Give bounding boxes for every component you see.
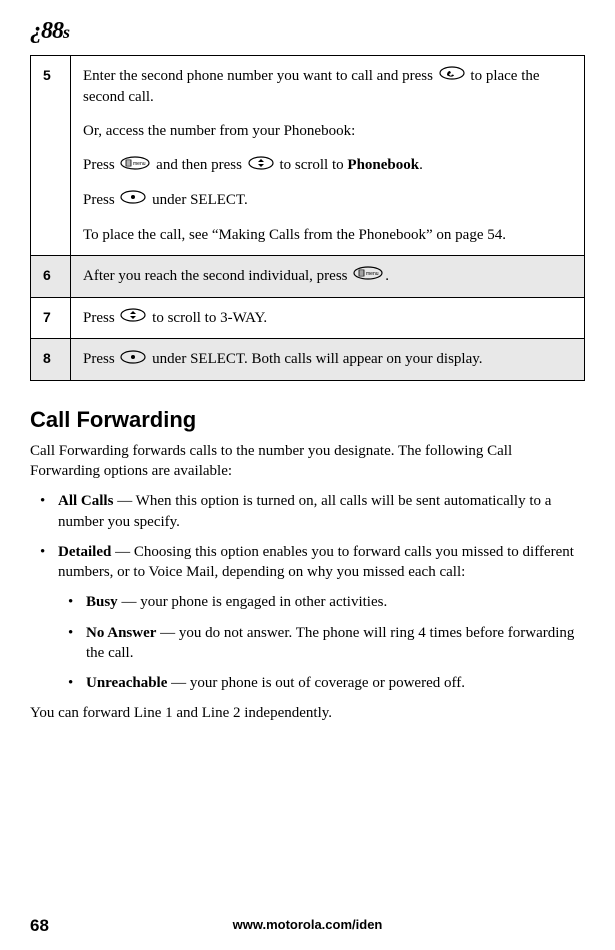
section-outro: You can forward Line 1 and Line 2 indepe… <box>30 703 585 723</box>
step-paragraph: Press under SELECT. <box>83 190 572 211</box>
sub-bullet-label: Busy <box>86 594 118 610</box>
soft-key-icon <box>120 350 146 370</box>
sub-list: Busy — your phone is engaged in other ac… <box>58 592 585 693</box>
logo-text: ¿88 <box>30 18 63 44</box>
section-intro: Call Forwarding forwards calls to the nu… <box>30 441 585 482</box>
step-number: 5 <box>31 56 71 256</box>
logo-suffix: s <box>63 22 69 42</box>
sub-list-item: Unreachable — your phone is out of cover… <box>58 673 585 693</box>
sub-list-item: No Answer — you do not answer. The phone… <box>58 623 585 664</box>
step-paragraph: Press under SELECT. Both calls will appe… <box>83 349 572 370</box>
call-icon <box>439 66 465 86</box>
svg-text:menu: menu <box>133 161 146 167</box>
step-text: Enter the second phone number you want t… <box>71 56 585 256</box>
footer-url: www.motorola.com/iden <box>0 917 615 932</box>
step-paragraph: After you reach the second individual, p… <box>83 266 572 287</box>
list-item: All Calls — When this option is turned o… <box>30 491 585 532</box>
scroll-icon <box>248 156 274 176</box>
steps-table: 5 Enter the second phone number you want … <box>30 55 585 381</box>
list-item: Detailed — Choosing this option enables … <box>30 542 585 694</box>
bullet-list: All Calls — When this option is turned o… <box>30 491 585 693</box>
device-logo: ¿88s <box>30 18 585 45</box>
step-number: 6 <box>31 255 71 297</box>
scroll-icon <box>120 308 146 328</box>
table-row: 8 Press under SELECT. Both calls will app… <box>31 339 585 381</box>
bold-text: Phonebook <box>347 157 419 173</box>
step-paragraph: Press menu and then press to scroll to P… <box>83 155 572 176</box>
sub-bullet-label: Unreachable <box>86 675 167 691</box>
step-text: After you reach the second individual, p… <box>71 255 585 297</box>
soft-key-icon <box>120 190 146 210</box>
table-row: 5 Enter the second phone number you want … <box>31 56 585 256</box>
step-text: Press to scroll to 3-WAY. <box>71 297 585 339</box>
step-number: 7 <box>31 297 71 339</box>
page-number: 68 <box>30 916 49 936</box>
svg-text:menu: menu <box>366 271 379 277</box>
step-paragraph: To place the call, see “Making Calls fro… <box>83 225 572 245</box>
menu-icon: menu <box>353 266 383 286</box>
bullet-label: All Calls <box>58 493 113 509</box>
step-paragraph: Enter the second phone number you want t… <box>83 66 572 107</box>
step-number: 8 <box>31 339 71 381</box>
sub-bullet-label: No Answer <box>86 625 156 641</box>
table-row: 7 Press to scroll to 3-WAY. <box>31 297 585 339</box>
menu-icon: menu <box>120 156 150 176</box>
step-paragraph: Press to scroll to 3-WAY. <box>83 308 572 329</box>
section-heading: Call Forwarding <box>30 407 585 433</box>
bullet-label: Detailed <box>58 544 111 560</box>
step-text: Press under SELECT. Both calls will appe… <box>71 339 585 381</box>
sub-list-item: Busy — your phone is engaged in other ac… <box>58 592 585 612</box>
step-paragraph: Or, access the number from your Phoneboo… <box>83 121 572 141</box>
table-row: 6 After you reach the second individual, … <box>31 255 585 297</box>
